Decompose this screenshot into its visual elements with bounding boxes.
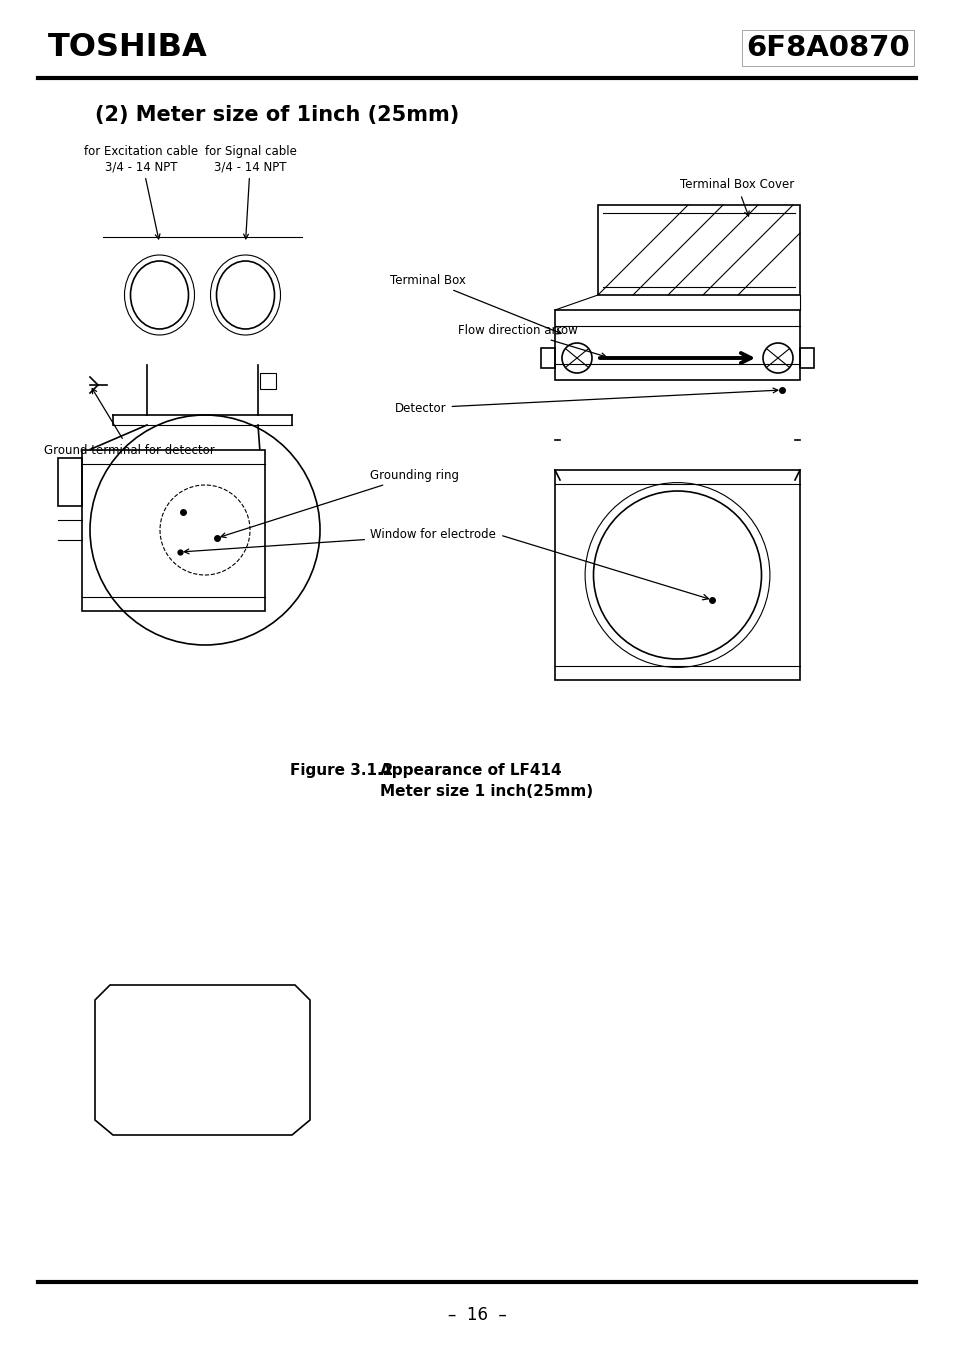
Bar bbox=[260, 373, 275, 389]
Text: for Excitation cable
3/4 - 14 NPT: for Excitation cable 3/4 - 14 NPT bbox=[85, 144, 198, 239]
Text: Terminal Box Cover: Terminal Box Cover bbox=[679, 178, 794, 216]
Text: –  16  –: – 16 – bbox=[447, 1305, 506, 1324]
Bar bbox=[540, 348, 555, 369]
Text: Grounding ring: Grounding ring bbox=[221, 468, 458, 537]
Bar bbox=[82, 450, 265, 610]
Text: Figure 3.1.2: Figure 3.1.2 bbox=[290, 763, 393, 778]
Text: Meter size 1 inch(25mm): Meter size 1 inch(25mm) bbox=[379, 784, 593, 799]
Text: Ground terminal for detector: Ground terminal for detector bbox=[44, 389, 214, 456]
Bar bbox=[555, 310, 800, 379]
Text: for Signal cable
3/4 - 14 NPT: for Signal cable 3/4 - 14 NPT bbox=[204, 144, 296, 239]
Text: Window for electrode: Window for electrode bbox=[184, 528, 496, 554]
Text: Detector: Detector bbox=[395, 387, 777, 414]
Bar bbox=[598, 205, 800, 296]
Text: 6F8A0870: 6F8A0870 bbox=[745, 34, 909, 62]
Text: Flow direction arrow: Flow direction arrow bbox=[457, 324, 605, 358]
Bar bbox=[800, 348, 813, 369]
Text: (2) Meter size of 1inch (25mm): (2) Meter size of 1inch (25mm) bbox=[95, 105, 458, 126]
Text: Appearance of LF414: Appearance of LF414 bbox=[379, 763, 561, 778]
Bar bbox=[555, 470, 800, 680]
Text: Terminal Box: Terminal Box bbox=[390, 274, 560, 333]
Bar bbox=[58, 458, 82, 506]
Text: TOSHIBA: TOSHIBA bbox=[48, 32, 208, 63]
